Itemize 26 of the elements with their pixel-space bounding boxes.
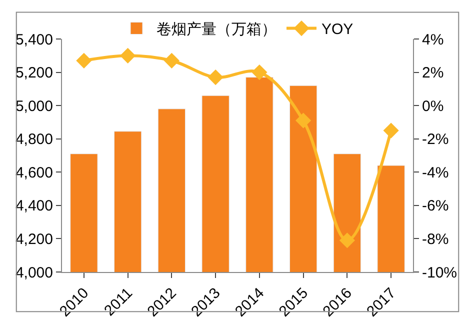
point [208, 69, 224, 86]
point [252, 64, 268, 80]
legend-label: 卷烟产量（万箱） [156, 21, 276, 38]
point [120, 48, 136, 64]
point [296, 112, 312, 128]
point [339, 232, 355, 248]
y-tick-label: 5,400 [15, 31, 53, 48]
point [76, 52, 92, 68]
point [164, 52, 180, 68]
y2-tick-label: 4% [422, 31, 444, 48]
y2-tick-label: -4% [422, 164, 449, 182]
point [383, 122, 399, 138]
y2-tick-label: 0% [422, 98, 444, 115]
y2-tick-label: -8% [422, 230, 449, 248]
y2-tick-label: -2% [422, 131, 449, 148]
y-tick-label: 4,200 [15, 230, 53, 248]
y-tick-label: 5,200 [15, 64, 53, 82]
y2-tick-label: -6% [422, 198, 449, 215]
y-tick-label: 4,000 [15, 264, 53, 282]
y-tick-label: 5,000 [15, 98, 53, 115]
y2-tick-label: 2% [422, 64, 444, 82]
y2-tick-label: -10% [422, 264, 458, 282]
y-tick-label: 4,400 [15, 198, 53, 215]
y-tick-label: 4,600 [15, 164, 53, 182]
y-tick-label: 4,800 [15, 131, 53, 148]
legend-label: YOY [322, 21, 354, 38]
